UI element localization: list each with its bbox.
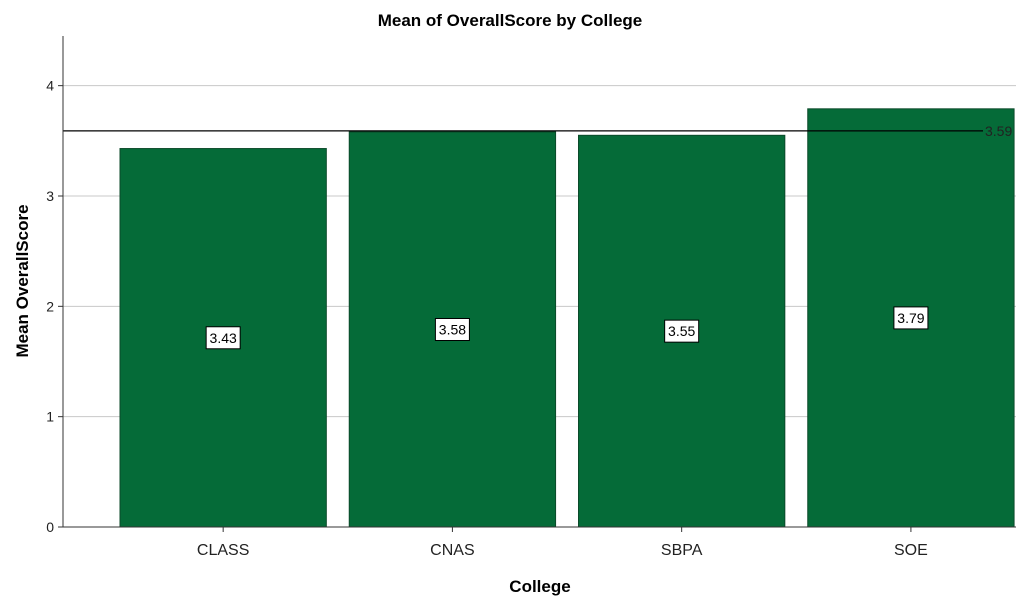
axes: [62, 36, 1016, 528]
data-label-box: [664, 319, 700, 343]
reference-line-group: 3.59: [63, 123, 1012, 139]
data-label: 3.58: [439, 321, 466, 337]
data-labels: 3.43 3.58 3.55 3.79: [205, 306, 929, 350]
data-label: 3.55: [668, 323, 695, 339]
x-category-label: SOE: [894, 542, 928, 559]
y-axis-title: Mean OverallScore: [13, 204, 32, 357]
y-ticks: 0 1 2 3 4: [46, 78, 63, 535]
x-category-labels: CLASS CNAS SBPA SOE: [197, 527, 928, 559]
x-axis-title: College: [509, 577, 570, 596]
y-tick-label: 3: [46, 188, 54, 204]
x-category-label: SBPA: [661, 542, 703, 559]
data-label: 3.79: [897, 310, 924, 326]
y-tick-label: 0: [46, 519, 54, 535]
bars: [119, 108, 1015, 528]
y-tick-label: 2: [46, 298, 54, 314]
data-label-box: [893, 306, 929, 330]
x-category-label: CNAS: [430, 542, 474, 559]
chart-title: Mean of OverallScore by College: [378, 11, 643, 30]
data-label-box: [205, 326, 241, 350]
y-tick-label: 1: [46, 409, 54, 425]
reference-line-label: 3.59: [985, 123, 1012, 139]
x-category-label: CLASS: [197, 542, 249, 559]
data-label: 3.43: [210, 330, 237, 346]
data-label-box: [434, 317, 470, 341]
y-tick-label: 4: [46, 78, 54, 94]
